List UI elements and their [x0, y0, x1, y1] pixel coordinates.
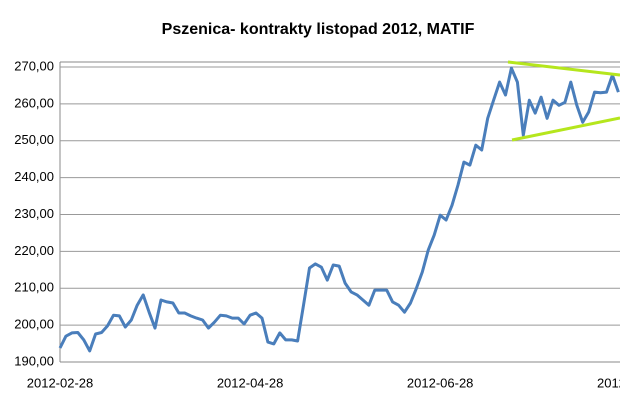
y-tick-label: 240,00	[14, 169, 54, 184]
series-line	[58, 66, 620, 353]
x-tick-label: 2012-04-28	[217, 375, 284, 390]
chart-title: Pszenica- kontrakty listopad 2012, MATIF	[162, 21, 475, 38]
y-tick-label: 270,00	[14, 58, 54, 73]
y-tick-label: 210,00	[14, 280, 54, 295]
y-tick-label: 250,00	[14, 132, 54, 147]
y-tick-label: 220,00	[14, 243, 54, 258]
y-tick-label: 230,00	[14, 206, 54, 221]
x-tick-label: 2012-02-28	[27, 375, 94, 390]
trend-line	[511, 116, 620, 142]
y-tick-label: 200,00	[14, 317, 54, 332]
trend-line	[507, 60, 620, 77]
x-tick-label: 2012-08-28	[597, 375, 620, 390]
x-tick-label: 2012-06-28	[407, 375, 474, 390]
y-tick-label: 260,00	[14, 95, 54, 110]
plot: 190,00 200,00 210,00 220,00 230,00 240,00 250,…	[14, 58, 620, 390]
y-tick-label: 190,00	[14, 353, 54, 368]
